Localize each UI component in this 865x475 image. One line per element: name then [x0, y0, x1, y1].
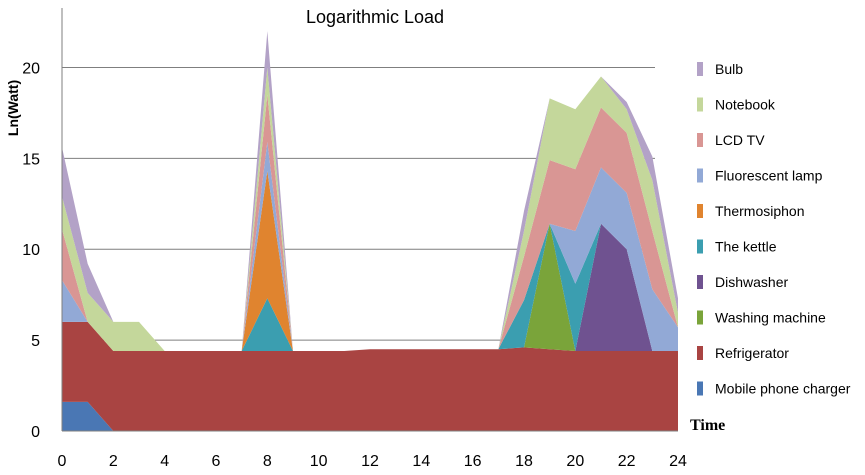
y-tick-label: 5 [31, 333, 40, 350]
x-tick-label: 18 [515, 453, 533, 470]
y-tick-label: 15 [22, 151, 40, 168]
legend-swatch [697, 275, 703, 289]
x-tick-label: 6 [212, 453, 221, 470]
legend-label: Fluorescent lamp [715, 168, 823, 184]
legend-swatch [697, 204, 703, 218]
area-notebook [62, 67, 678, 352]
x-tick-label: 14 [412, 453, 430, 470]
plot-area [62, 31, 678, 431]
y-tick-label: 0 [31, 424, 40, 441]
area-dishwasher [62, 223, 678, 352]
area-washing-machine [62, 223, 678, 352]
x-tick-label: 24 [669, 453, 687, 470]
legend-label: Thermosiphon [715, 203, 805, 219]
legend-label: Dishwasher [715, 274, 788, 290]
legend-label: The kettle [715, 239, 777, 255]
legend-label: Mobile phone charger [715, 381, 851, 397]
x-tick-label: 8 [263, 453, 272, 470]
chart-title: Logarithmic Load [306, 7, 444, 27]
legend-swatch [697, 381, 703, 396]
legend-label: Refrigerator [715, 345, 789, 361]
x-tick-label: 0 [58, 453, 67, 470]
x-tick-labels: 0 2 4 6 8 10 12 14 16 18 20 22 24 [58, 453, 687, 470]
area-lcd-tv [62, 94, 678, 352]
legend-swatch [697, 62, 703, 76]
y-tick-label: 20 [22, 60, 40, 77]
legend-swatch [697, 133, 703, 147]
legend-swatch [697, 168, 703, 183]
legend-swatch [697, 310, 703, 325]
x-tick-label: 10 [310, 453, 328, 470]
legend: Bulb Notebook LCD TV Fluorescent lamp Thermo… [697, 61, 851, 397]
x-tick-label: 16 [464, 453, 482, 470]
area-refrigerator [62, 321, 678, 431]
y-axis-label: Ln(Watt) [5, 80, 21, 136]
x-tick-label: 22 [618, 453, 636, 470]
legend-swatch [697, 346, 703, 360]
x-tick-label: 20 [566, 453, 584, 470]
legend-swatch [697, 97, 703, 112]
x-tick-label: 2 [109, 453, 118, 470]
legend-label: Washing machine [715, 310, 826, 326]
y-tick-labels: 0 5 10 15 20 [22, 60, 40, 441]
y-tick-label: 10 [22, 242, 40, 259]
x-tick-label: 4 [160, 453, 169, 470]
x-axis-label: Time [690, 417, 725, 434]
legend-label: LCD TV [715, 132, 765, 148]
area-the-kettle [62, 223, 678, 352]
axes [61, 8, 678, 432]
legend-label: Bulb [715, 61, 743, 77]
legend-label: Notebook [715, 97, 776, 113]
legend-swatch [697, 239, 703, 254]
x-tick-label: 12 [361, 453, 379, 470]
